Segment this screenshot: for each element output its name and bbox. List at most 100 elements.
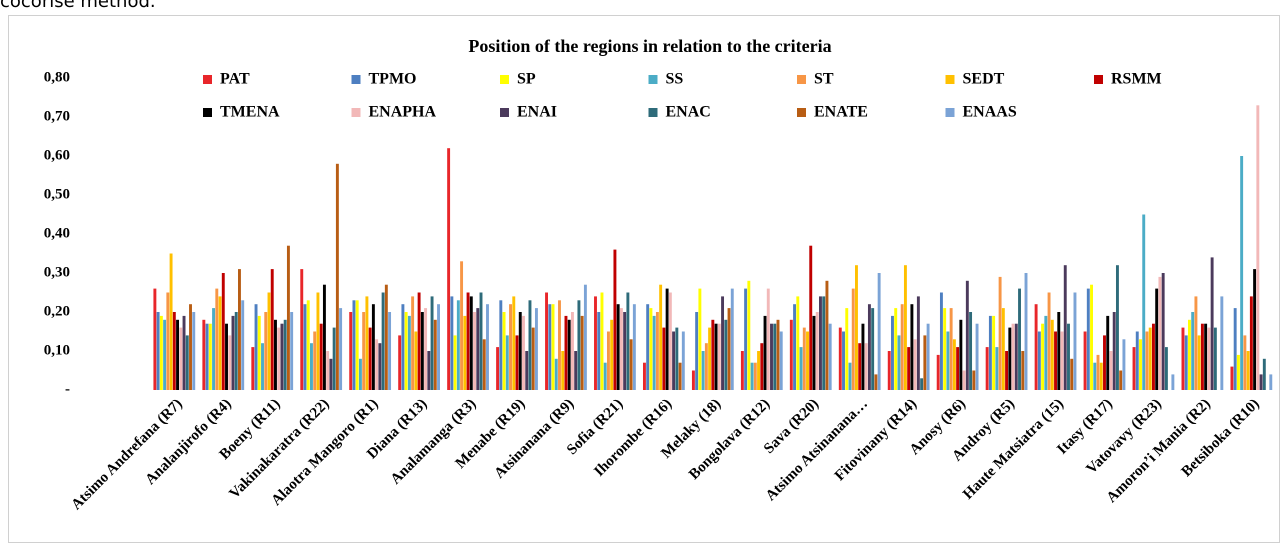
bar — [681, 331, 685, 390]
bar — [352, 300, 356, 390]
chart-frame — [8, 15, 1280, 543]
bar — [469, 296, 473, 390]
bar — [463, 315, 467, 390]
bar — [939, 292, 943, 390]
legend-label: TPMO — [369, 71, 417, 88]
bar — [1240, 156, 1244, 390]
bar — [1236, 354, 1240, 390]
bar — [499, 300, 503, 390]
bar — [946, 331, 950, 390]
legend-marker — [500, 108, 509, 117]
bar — [1135, 331, 1139, 390]
bar — [580, 315, 584, 390]
bar — [450, 296, 454, 390]
bar — [1187, 319, 1191, 390]
legend-marker — [203, 108, 212, 117]
bar — [384, 284, 388, 390]
bar — [1158, 276, 1162, 390]
bar — [965, 280, 969, 390]
bar — [714, 323, 718, 390]
bar — [202, 319, 206, 390]
bar — [283, 319, 287, 390]
bar — [277, 327, 281, 390]
bar — [159, 315, 163, 390]
bar — [675, 327, 679, 390]
bar — [231, 315, 235, 390]
bar — [649, 308, 653, 390]
bar — [1073, 292, 1077, 390]
bar — [502, 312, 506, 390]
bar — [182, 315, 186, 390]
bar — [257, 315, 261, 390]
bar — [988, 315, 992, 390]
bar — [303, 304, 307, 390]
bar — [329, 358, 333, 390]
bar — [760, 343, 764, 390]
bar — [365, 296, 369, 390]
legend-marker — [945, 108, 955, 117]
bar — [717, 323, 721, 390]
bar — [407, 315, 411, 390]
bar — [375, 339, 379, 390]
bar — [460, 261, 464, 390]
bar — [1191, 312, 1195, 390]
bar — [949, 308, 953, 390]
bar — [1184, 335, 1188, 390]
bar — [166, 292, 170, 390]
bar — [548, 304, 552, 390]
bar — [969, 312, 973, 390]
bar — [424, 308, 428, 390]
bar — [998, 276, 1002, 390]
bar — [789, 319, 793, 390]
bar — [632, 304, 636, 390]
bar — [1109, 351, 1113, 390]
bar — [153, 288, 157, 390]
bar — [267, 292, 271, 390]
bar — [577, 300, 581, 390]
bar — [1106, 315, 1110, 390]
bar — [518, 312, 522, 390]
bar — [1005, 351, 1009, 390]
caption-fragment: cocorise method. — [0, 0, 156, 12]
bar — [730, 288, 734, 390]
bar — [1259, 374, 1263, 390]
bar — [864, 343, 868, 390]
bar — [652, 315, 656, 390]
bar — [936, 354, 940, 390]
bar — [378, 343, 382, 390]
bar — [208, 323, 212, 390]
bar — [668, 292, 672, 390]
bar — [545, 292, 548, 390]
bar — [368, 327, 372, 390]
bar — [809, 245, 813, 390]
bar — [185, 335, 189, 390]
bar — [776, 319, 780, 390]
bar — [1070, 358, 1074, 390]
bar — [916, 296, 920, 390]
bar — [466, 292, 470, 390]
bar — [558, 300, 561, 390]
legend-marker — [1094, 75, 1103, 84]
legend-label: TMENA — [220, 104, 280, 121]
bar — [1021, 351, 1025, 390]
bar — [567, 319, 571, 390]
bar — [212, 308, 216, 390]
bar — [802, 327, 806, 390]
bar — [1256, 105, 1260, 391]
bar — [662, 327, 666, 390]
bar — [1001, 308, 1005, 390]
legend-label: SS — [666, 71, 684, 88]
bar — [1207, 327, 1211, 390]
bar — [437, 304, 440, 390]
bar — [270, 269, 274, 390]
bar — [290, 312, 294, 390]
bar — [616, 304, 620, 390]
bar — [812, 315, 816, 390]
bar — [1139, 339, 1142, 390]
bar — [238, 269, 241, 390]
bar — [404, 312, 408, 390]
bar — [828, 323, 832, 390]
bar — [1253, 269, 1257, 390]
legend-label: ENAAS — [963, 104, 1017, 121]
bar — [1142, 214, 1146, 390]
